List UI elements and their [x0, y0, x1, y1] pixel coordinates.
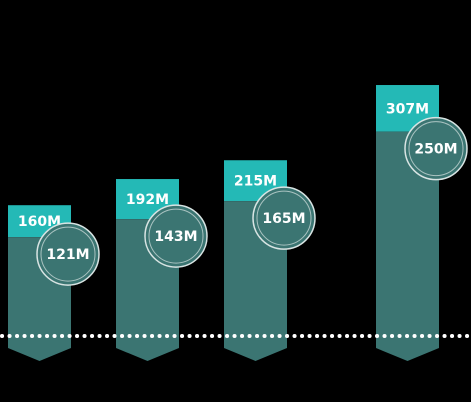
inner-badge-ring-4	[408, 121, 464, 177]
inner-badge-4	[404, 116, 468, 181]
inner-badge-ring-1	[40, 226, 96, 282]
inner-bar-4	[376, 131, 439, 361]
inner-badge-1	[36, 222, 100, 286]
total-label-2: 192M	[126, 192, 169, 208]
inner-badge-2	[144, 204, 208, 268]
labels-layer: 160M 121M 192M 143M 215M 165M 307M 250M	[18, 101, 468, 286]
inner-label-2: 143M	[154, 229, 197, 245]
total-label-3: 215M	[234, 174, 277, 190]
inner-badge-ring-3	[256, 190, 312, 246]
inner-badge-3	[252, 186, 316, 250]
total-label-1: 160M	[18, 214, 61, 230]
inner-badge-ring-2	[148, 208, 204, 264]
inner-label-1: 121M	[46, 247, 89, 263]
inner-label-4: 250M	[414, 142, 457, 158]
bars-layer	[8, 85, 439, 361]
total-label-4: 307M	[386, 101, 429, 117]
inner-label-3: 165M	[262, 211, 305, 227]
